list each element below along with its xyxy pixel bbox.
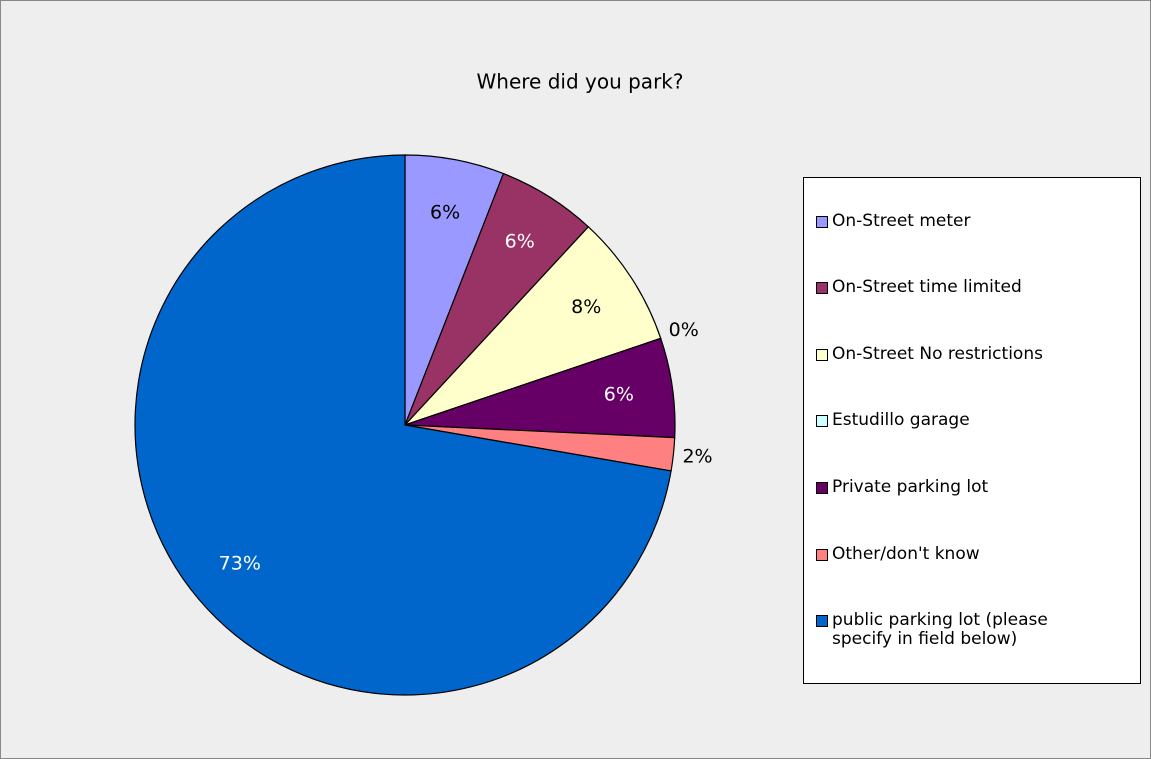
data-label: 6% [430,201,460,223]
legend-swatch [816,215,828,228]
legend-item: On-Street time limited [816,278,1128,297]
legend-label: Private parking lot [832,477,989,498]
legend-label: public parking lot (please specify in fi… [832,610,1048,650]
legend-swatch [816,482,828,495]
legend: On-Street meter On-Street time limited On-… [803,177,1141,684]
legend-item: Other/don't know [816,543,1128,564]
data-label: 2% [682,445,712,467]
legend-label: On-Street meter [832,210,971,231]
chart-title: Where did you park? [477,70,684,94]
legend-swatch [816,415,828,428]
legend-item: Private parking lot [816,478,1128,497]
legend-swatch [816,348,828,361]
legend-label: On-Street No restrictions [832,343,1043,364]
legend-item: On-Street No restrictions [816,343,1128,364]
legend-item: On-Street meter [816,210,1128,231]
legend-item: public parking lot (please specify in fi… [816,611,1128,649]
legend-label: Estudillo garage [832,410,970,431]
pie-slice [404,225,662,426]
data-label: 6% [505,230,535,252]
legend-label: On-Street time limited [832,277,1022,298]
legend-label: Other/don't know [832,543,980,564]
legend-swatch [816,615,828,628]
legend-swatch [816,548,828,561]
data-label: 8% [571,296,601,318]
data-label: 6% [604,383,634,405]
pie-slice [134,154,672,696]
legend-swatch [816,282,828,295]
data-label: 73% [219,553,261,575]
data-label: 0% [669,319,699,341]
legend-item: Estudillo garage [816,411,1128,430]
